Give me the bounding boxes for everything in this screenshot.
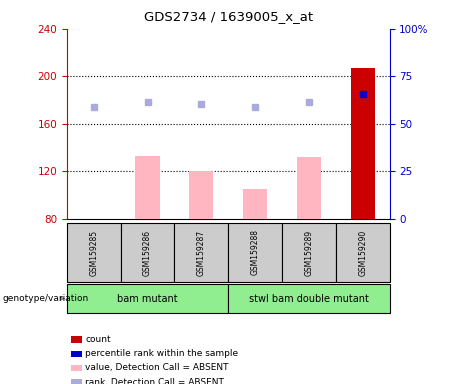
Text: count: count xyxy=(85,335,111,344)
Text: GSM159286: GSM159286 xyxy=(143,229,152,276)
Text: rank, Detection Call = ABSENT: rank, Detection Call = ABSENT xyxy=(85,377,224,384)
Text: GSM159288: GSM159288 xyxy=(251,230,260,275)
Text: GSM159285: GSM159285 xyxy=(89,229,98,276)
Bar xyxy=(136,156,160,219)
Text: percentile rank within the sample: percentile rank within the sample xyxy=(85,349,238,358)
Text: genotype/variation: genotype/variation xyxy=(2,294,89,303)
Text: GDS2734 / 1639005_x_at: GDS2734 / 1639005_x_at xyxy=(144,10,313,23)
Text: stwl bam double mutant: stwl bam double mutant xyxy=(249,293,369,304)
Text: GSM159290: GSM159290 xyxy=(358,229,367,276)
Text: bam mutant: bam mutant xyxy=(117,293,178,304)
Bar xyxy=(243,189,267,219)
Text: GSM159289: GSM159289 xyxy=(304,229,313,276)
Bar xyxy=(297,157,321,219)
Text: value, Detection Call = ABSENT: value, Detection Call = ABSENT xyxy=(85,363,229,372)
Text: GSM159287: GSM159287 xyxy=(197,229,206,276)
Bar xyxy=(189,171,213,219)
Bar xyxy=(350,68,375,219)
